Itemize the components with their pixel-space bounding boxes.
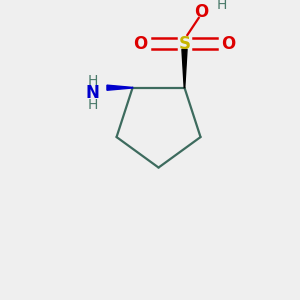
Polygon shape bbox=[182, 49, 187, 88]
Text: N: N bbox=[86, 84, 100, 102]
Text: O: O bbox=[221, 34, 236, 52]
Text: H: H bbox=[216, 0, 227, 12]
Text: O: O bbox=[194, 3, 209, 21]
Text: H: H bbox=[88, 74, 98, 88]
Text: H: H bbox=[88, 98, 98, 112]
Polygon shape bbox=[107, 85, 133, 90]
Text: O: O bbox=[133, 34, 148, 52]
Text: S: S bbox=[178, 34, 190, 52]
